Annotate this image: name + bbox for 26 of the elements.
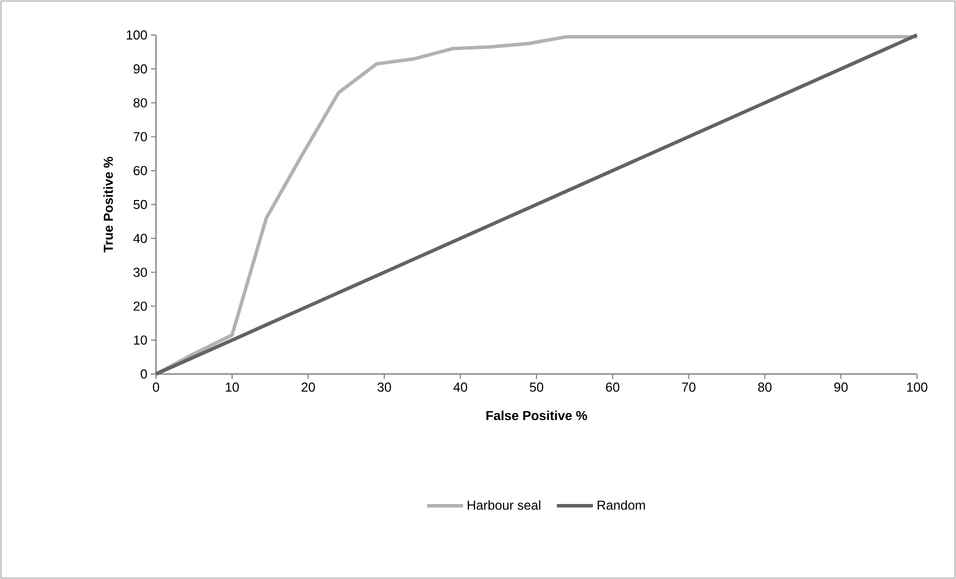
x-tick-label: 30 (378, 382, 392, 392)
y-tick-label: 0 (140, 369, 147, 379)
x-tick-label: 0 (152, 382, 160, 392)
y-tick-label: 100 (126, 30, 147, 40)
x-tick-label: 20 (302, 382, 315, 392)
y-axis-title: True Positive % (103, 156, 113, 252)
y-tick-label: 80 (134, 98, 147, 108)
y-tick-label: 30 (134, 268, 147, 277)
x-tick-label: 50 (530, 382, 544, 392)
x-tick-label: 10 (226, 382, 239, 392)
x-axis-title: False Positive % (486, 410, 588, 420)
y-tick-label: 10 (134, 336, 147, 345)
x-tick-label: 80 (758, 382, 772, 392)
y-tick-label: 40 (133, 234, 147, 244)
x-tick-label: 60 (606, 382, 620, 392)
y-tick-label: 60 (134, 166, 147, 176)
x-tick-label: 70 (682, 382, 696, 392)
legend-label: Harbour seal (468, 500, 540, 510)
y-tick-label: 20 (134, 302, 147, 311)
x-tick-label: 90 (834, 382, 848, 392)
x-tick-label: 100 (907, 382, 928, 392)
y-tick-label: 70 (134, 132, 147, 142)
y-tick-label: 50 (134, 200, 147, 210)
y-tick-label: 90 (134, 64, 147, 74)
legend-label: Random (598, 500, 645, 510)
x-tick-label: 40 (453, 382, 468, 392)
